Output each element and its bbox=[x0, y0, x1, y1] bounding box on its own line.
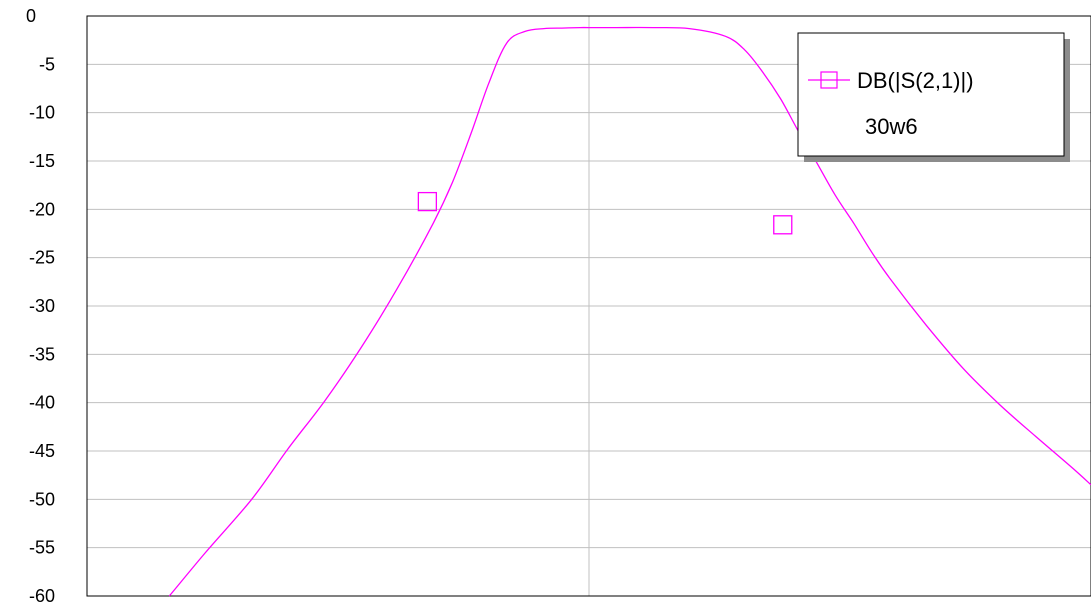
y-tick-label: -20 bbox=[29, 199, 55, 219]
legend-series-sublabel: 30w6 bbox=[865, 114, 918, 139]
grid-lines bbox=[87, 16, 1091, 596]
y-tick-label: -25 bbox=[29, 248, 55, 268]
series-square-marker bbox=[773, 215, 793, 235]
series-layer bbox=[168, 26, 1091, 597]
legend-square-marker-icon bbox=[820, 71, 838, 89]
y-tick-label: -5 bbox=[39, 54, 55, 74]
series-line-s21 bbox=[168, 26, 1091, 597]
y-tick-label: -40 bbox=[29, 393, 55, 413]
plot-area-border bbox=[86, 15, 1091, 597]
legend-box bbox=[797, 32, 1065, 157]
y-tick-label: -10 bbox=[29, 103, 55, 123]
y-tick-label: -60 bbox=[29, 586, 55, 606]
legend[interactable]: DB(|S(2,1)|) 30w6 bbox=[797, 32, 1070, 162]
series-square-marker bbox=[417, 191, 438, 212]
y-tick-label: -55 bbox=[29, 538, 55, 558]
y-tick-label: -15 bbox=[29, 151, 55, 171]
y-tick-label: -50 bbox=[29, 489, 55, 509]
y-tick-label: -30 bbox=[29, 296, 55, 316]
legend-series-name: DB(|S(2,1)|) bbox=[857, 68, 974, 93]
y-tick-label: -35 bbox=[29, 344, 55, 364]
y-tick-label: 0 bbox=[26, 6, 36, 26]
y-tick-labels: 0 -5 -10 -15 -20 -25 -30 -35 -40 -45 -50 -55 -60 bbox=[26, 6, 55, 606]
y-tick-label: -45 bbox=[29, 441, 55, 461]
